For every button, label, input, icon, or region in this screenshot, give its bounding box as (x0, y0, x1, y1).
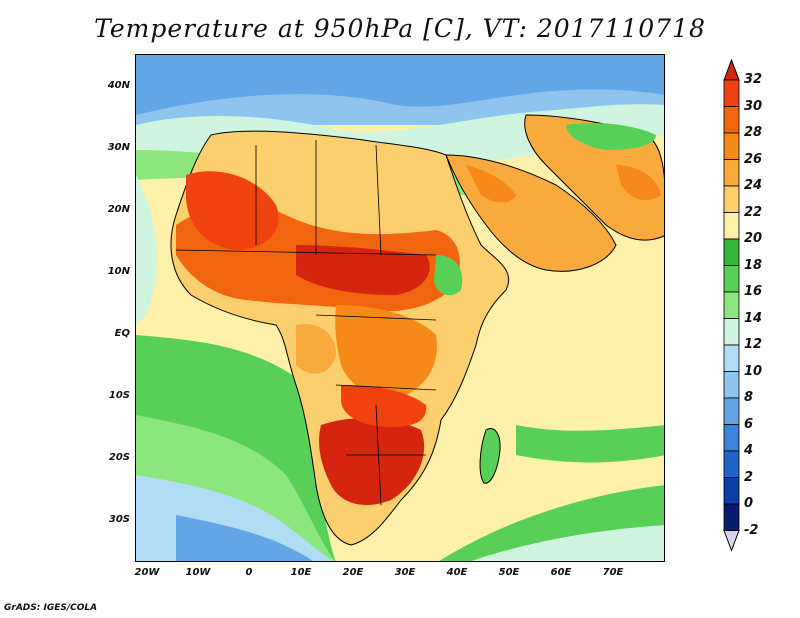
lat-label: 10N (107, 266, 130, 277)
lat-label: 20S (108, 452, 130, 463)
sahel-core (296, 245, 430, 295)
lat-label: 30N (107, 142, 130, 153)
colorbar-under-triangle (723, 530, 740, 552)
colorbar-segment (723, 79, 740, 107)
lon-label: 10W (185, 567, 211, 578)
colorbar-label: 28 (744, 125, 763, 140)
colorbar-segment (723, 371, 740, 399)
colorbar-label: 4 (744, 443, 754, 458)
colorbar-segment (723, 159, 740, 187)
lat-label: 20N (107, 204, 130, 215)
colorbar-label: 16 (744, 284, 763, 299)
colorbar-segment (723, 185, 740, 213)
colorbar-label: 26 (744, 151, 763, 167)
lon-label: 20W (134, 567, 160, 578)
lon-label: 60E (550, 567, 572, 578)
congo-basin (296, 324, 336, 374)
colorbar-label: 2 (744, 469, 754, 485)
west-sahara-hot (186, 171, 279, 250)
colorbar-label: 30 (744, 98, 763, 114)
zambia-hot (341, 385, 427, 427)
colorbar-label: 18 (744, 257, 763, 273)
colorbar-segment (723, 344, 740, 372)
country-borders (175, 140, 437, 506)
colorbar-segment (723, 238, 740, 266)
madagascar (479, 428, 501, 484)
chart-title: Temperature at 950hPa [C], VT: 201711071… (94, 14, 706, 43)
lon-label: 10E (290, 567, 312, 578)
lat-label: 40N (107, 80, 130, 91)
southern-africa-hot (319, 418, 425, 505)
temperature-map (135, 54, 665, 562)
lon-label: 30E (394, 567, 416, 578)
central-africa-warm (335, 305, 437, 397)
lat-label: EQ (114, 328, 130, 339)
lon-label: 0 (245, 567, 253, 578)
colorbar-segment (723, 291, 740, 319)
map-svg (136, 55, 664, 561)
indian-mid-green (516, 425, 664, 463)
credit-text: GrADS: IGES/COLA (4, 603, 98, 613)
lon-label: 70E (602, 567, 624, 578)
india-hot (616, 165, 661, 201)
colorbar-label: 0 (744, 496, 754, 511)
ethiopian-highlands (434, 255, 463, 296)
lat-label: 30S (108, 514, 130, 525)
lon-label: 50E (498, 567, 520, 578)
colorbar-label: 24 (744, 178, 763, 193)
colorbar-segment (723, 450, 740, 478)
iran-highlands (566, 123, 656, 150)
colorbar-svg (723, 58, 740, 552)
colorbar-segment (723, 397, 740, 425)
colorbar-label: 8 (744, 390, 754, 405)
lon-label: 40E (446, 567, 468, 578)
colorbar-segment (723, 265, 740, 293)
colorbar-label: 14 (744, 310, 763, 326)
south-indian-cyan (471, 525, 664, 561)
colorbar-over-triangle (723, 58, 740, 81)
colorbar-segment (723, 503, 740, 531)
colorbar-label: 6 (744, 416, 754, 432)
colorbar-label: 22 (744, 204, 763, 220)
europe-cold (136, 55, 664, 115)
colorbar-segment (723, 212, 740, 240)
colorbar-label: 20 (744, 231, 763, 246)
colorbar-segment (723, 106, 740, 134)
colorbar-label: -2 (744, 522, 759, 538)
arabia-hot (466, 165, 516, 203)
colorbar-segment (723, 132, 740, 160)
colorbar-label: 12 (744, 337, 763, 352)
colorbar-segment (723, 318, 740, 346)
colorbar-label: 10 (744, 363, 763, 379)
colorbar-label: 32 (744, 72, 763, 87)
lat-label: 10S (108, 390, 130, 401)
south-atlantic-deepblue (176, 515, 313, 561)
colorbar-segment (723, 424, 740, 452)
atlantic-west (136, 175, 157, 325)
lon-label: 20E (342, 567, 364, 578)
colorbar-segment (723, 477, 740, 505)
